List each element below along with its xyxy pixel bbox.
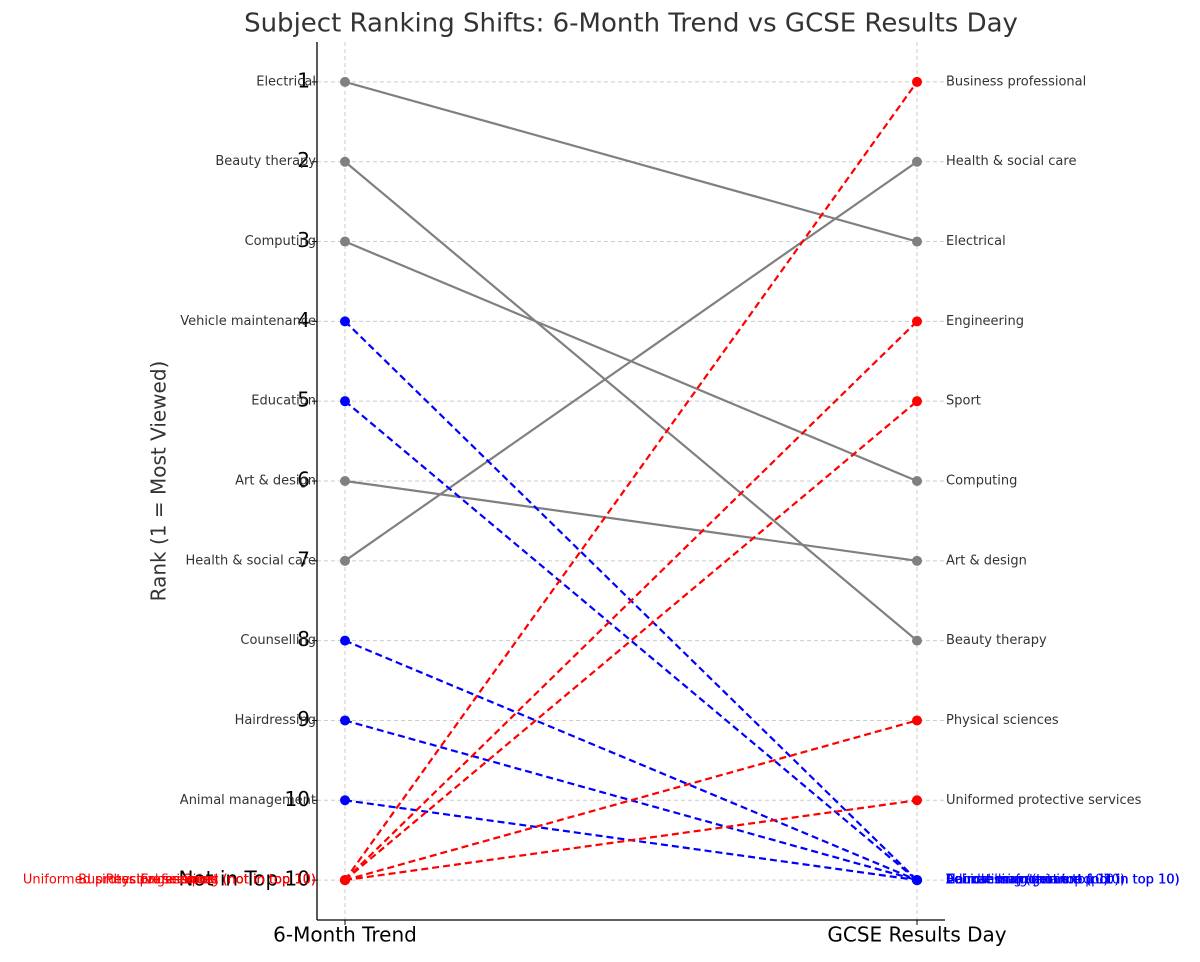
y-tick-label: 8: [297, 627, 310, 651]
point-label: Uniformed protective services: [946, 793, 1142, 808]
point: [912, 715, 922, 726]
point-label: Sport: [946, 394, 981, 409]
slope-line: [344, 400, 918, 881]
point-label: Sport (not in top 10): [183, 873, 316, 888]
point-label: Electrical: [946, 234, 1006, 249]
point: [340, 715, 350, 726]
point: [912, 555, 922, 566]
y-tick-label: 7: [297, 547, 310, 571]
point-label: Business professional (not in top 10): [78, 873, 316, 888]
point: [912, 316, 922, 327]
slope-line: [344, 81, 918, 881]
point: [912, 396, 922, 407]
point-label: Vehicle maintenance (not in top 10): [946, 873, 1179, 888]
point-label: Art & design: [235, 474, 316, 489]
point-label: Art & design: [946, 553, 1027, 568]
point-label: Beauty therapy: [946, 633, 1047, 648]
point-label: Vehicle maintenance: [180, 314, 316, 329]
point-label: Physical sciences (not in top 10): [106, 873, 316, 888]
point: [340, 635, 350, 646]
point: [340, 396, 350, 407]
y-tick-label: 4: [297, 308, 310, 332]
slope-line: [344, 160, 918, 562]
x-tick-label: 6-Month Trend: [273, 923, 417, 947]
y-tick-label: 1: [297, 68, 310, 92]
point-label: Physical sciences: [946, 713, 1059, 728]
point-label: Counselling: [240, 633, 316, 648]
point: [912, 795, 922, 806]
point-label: Engineering (not in top 10): [140, 873, 316, 888]
point: [912, 156, 922, 167]
point-label: Engineering: [946, 314, 1024, 329]
point: [340, 476, 350, 486]
slope-line: [344, 479, 918, 562]
point-label: Animal management (not in top 10): [946, 873, 1180, 888]
point: [912, 236, 922, 247]
point-label: Electrical: [256, 74, 316, 89]
y-axis-label: Rank (1 = Most Viewed): [147, 361, 171, 602]
chart-title: Subject Ranking Shifts: 6-Month Trend vs…: [244, 9, 1018, 39]
point-label: Uniformed protective services (not in to…: [23, 873, 316, 888]
y-tick-label: 2: [297, 148, 310, 172]
point-label: Business professional: [946, 74, 1086, 89]
point-label: Animal management: [180, 793, 316, 808]
slope-line: [344, 639, 918, 882]
point-label: Counselling (not in top 10): [946, 873, 1119, 888]
point-label: Health & social care: [186, 553, 316, 568]
point: [340, 795, 350, 806]
slope-line: [344, 799, 918, 882]
point-label: Hairdressing (not in top 10): [946, 873, 1125, 888]
point-label: Beauty therapy: [215, 154, 316, 169]
slope-line: [344, 160, 918, 642]
point: [340, 236, 350, 247]
point: [912, 76, 922, 87]
point: [340, 316, 350, 327]
y-tick-label: 9: [297, 707, 310, 731]
y-tick-label: 10: [285, 787, 310, 811]
point-label: Computing: [245, 234, 316, 249]
slope-line: [344, 320, 918, 881]
y-tick-label: 5: [297, 388, 310, 412]
point: [912, 476, 922, 486]
y-tick-label: 3: [297, 228, 310, 252]
point: [340, 555, 350, 566]
point-label: Computing: [946, 474, 1017, 489]
y-tick-label: 6: [297, 468, 310, 492]
point: [340, 156, 350, 167]
point: [912, 875, 922, 886]
point: [340, 76, 350, 87]
y-tick-label: Not in Top 10: [178, 867, 310, 891]
point: [340, 875, 350, 886]
point-label: Education: [251, 394, 316, 409]
x-tick-label: GCSE Results Day: [827, 923, 1006, 947]
point-label: Hairdressing: [235, 713, 316, 728]
point: [912, 635, 922, 646]
slope-line: [344, 400, 918, 881]
point-label: Health & social care: [946, 154, 1076, 169]
point-label: Education (not in top 10): [946, 873, 1108, 888]
